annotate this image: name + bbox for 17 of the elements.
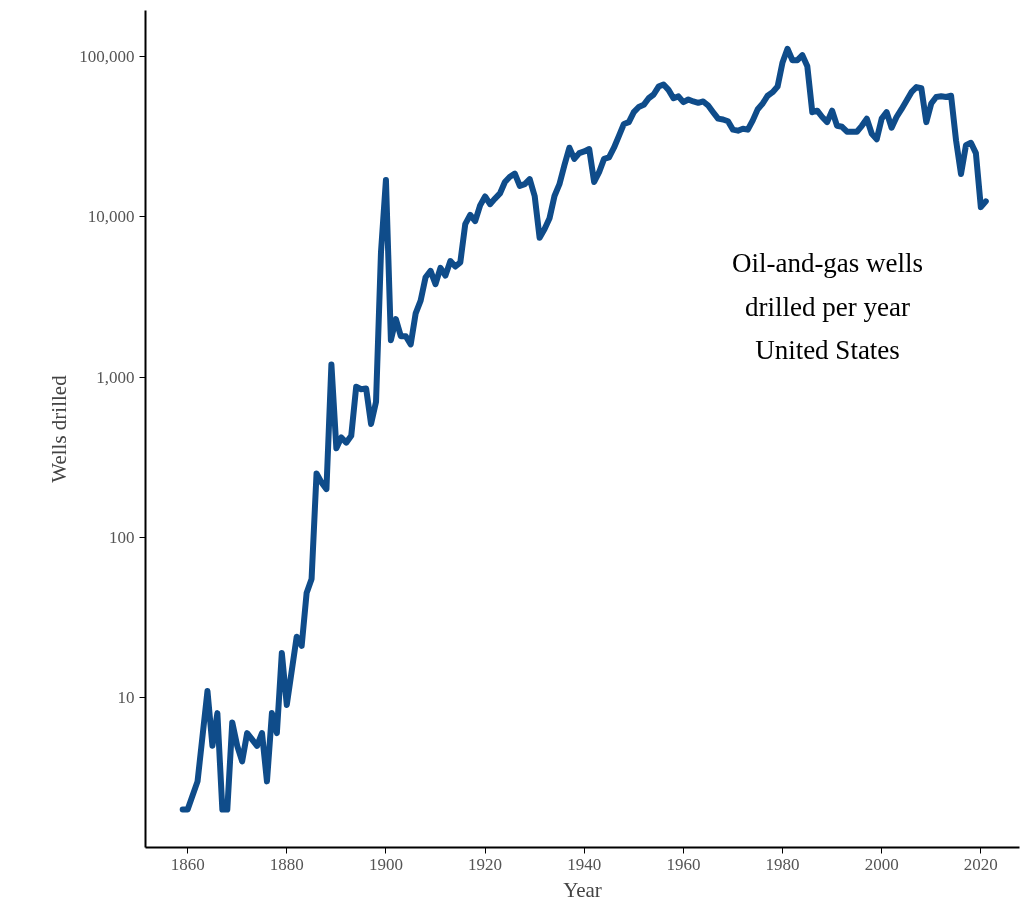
text: Oil-and-gas wells drilled per year United States bbox=[731, 248, 924, 365]
x-tick-label: 1940 bbox=[567, 854, 602, 874]
x-tick-label: 1900 bbox=[368, 854, 403, 874]
x-tick-label: 1880 bbox=[269, 854, 304, 874]
x-axis-title: Year bbox=[563, 877, 602, 902]
x-tick-label: 1960 bbox=[666, 854, 701, 874]
x-tick-label: 1920 bbox=[468, 854, 503, 874]
y-tick-label: 10,000 bbox=[87, 207, 135, 227]
y-tick-label: 1,000 bbox=[96, 367, 135, 387]
x-tick-label: 1980 bbox=[765, 854, 800, 874]
y-tick-label: 100 bbox=[109, 527, 135, 547]
y-tick-label: 10 bbox=[117, 688, 135, 708]
x-tick-label: 1860 bbox=[170, 854, 205, 874]
y-tick-label: 100,000 bbox=[79, 47, 135, 67]
y-axis-title: Wells drilled bbox=[47, 374, 72, 483]
x-tick-label: 2000 bbox=[864, 854, 899, 874]
x-tick-label: 2020 bbox=[963, 854, 998, 874]
